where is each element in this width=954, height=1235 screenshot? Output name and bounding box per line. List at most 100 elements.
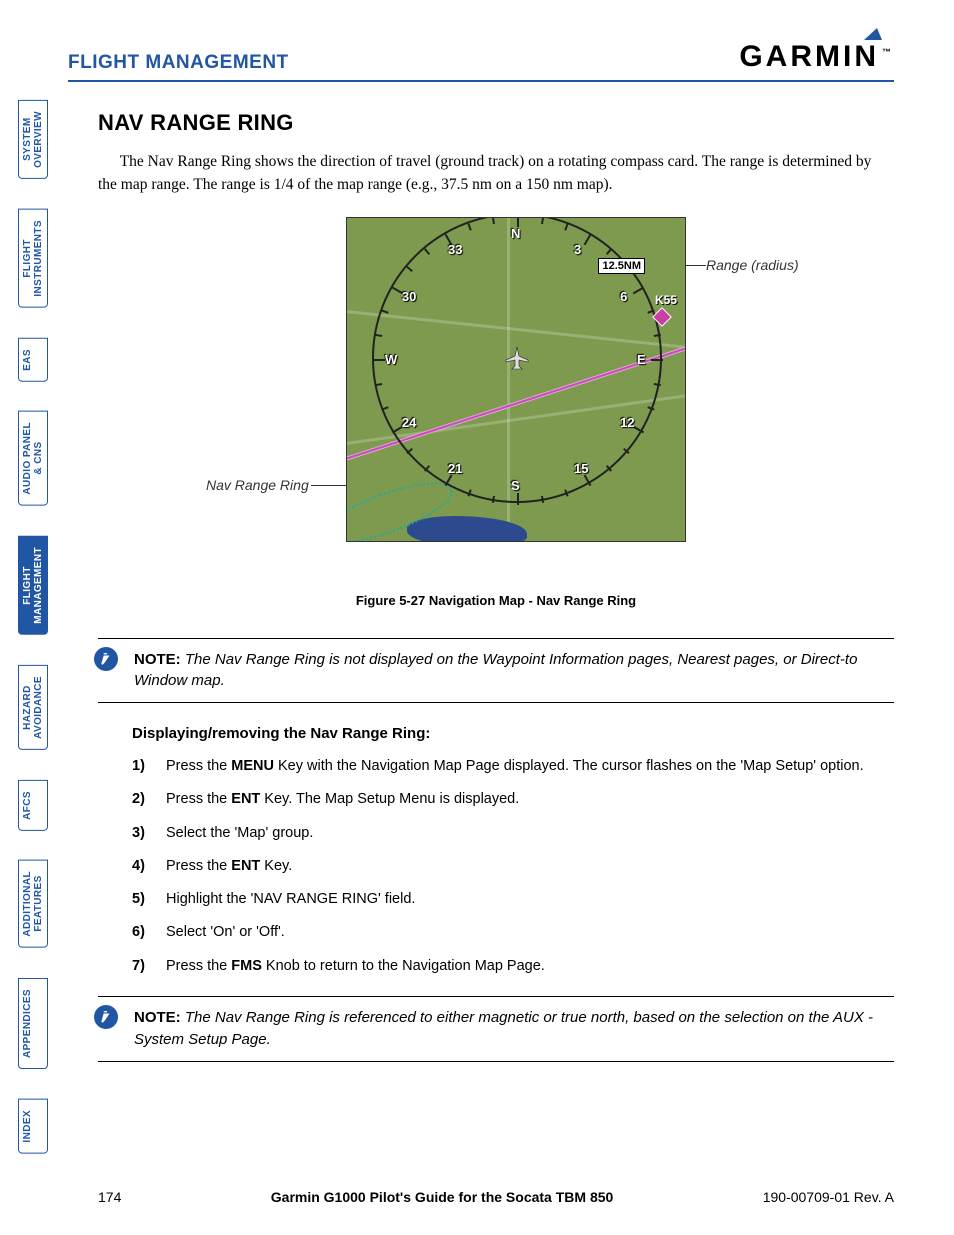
compass-label: W [385,352,397,367]
note-label: NOTE: [134,1009,181,1026]
procedure-step: 5) Highlight the 'NAV RANGE RING' field. [132,889,894,909]
note-1: NOTE: The Nav Range Ring is not displaye… [98,638,894,704]
step-text: Select 'On' or 'Off'. [166,922,285,942]
sidebar-tab[interactable]: INDEX [18,1099,48,1154]
compass-label: S [511,478,520,493]
nav-map: N36E1215S2124W3033 12.5NM K55 [346,217,686,542]
compass-tick [375,333,382,336]
figure-caption: Figure 5-27 Navigation Map - Nav Range R… [98,593,894,608]
compass-tick [647,406,654,410]
logo-triangle-icon [864,28,882,40]
intro-paragraph: The Nav Range Ring shows the direction o… [98,150,894,197]
compass-label: 21 [448,461,462,476]
compass-tick [445,474,453,485]
page-header: FLIGHT MANAGEMENT GARMIN™ [68,40,894,82]
figure-5-27: Nav Range Ring Range (radius) N36E1215S2… [176,217,816,577]
compass-label: 12 [620,415,634,430]
step-number: 6) [132,922,152,942]
compass-tick [373,359,385,361]
compass-tick [564,489,568,496]
step-number: 4) [132,856,152,876]
step-number: 7) [132,956,152,976]
note-icon [94,1005,118,1029]
callout-range-radius: Range (radius) [706,257,799,273]
range-value: 12.5NM [598,258,645,274]
procedure-step: 6) Select 'On' or 'Off'. [132,922,894,942]
compass-tick [584,233,592,244]
compass-tick [424,465,430,472]
sidebar-tab[interactable]: APPENDICES [18,978,48,1069]
compass-label: 33 [448,242,462,257]
compass-tick [467,489,471,496]
brand-name: GARMIN™ [739,40,894,74]
compass-label: 30 [402,289,416,304]
sidebar-tab[interactable]: AUDIO PANEL& CNS [18,411,48,506]
procedure-step: 4) Press the ENT Key. [132,856,894,876]
waypoint-diamond-icon [652,307,672,327]
sidebar-tab[interactable]: ADDITIONALFEATURES [18,860,48,948]
ownship-icon [504,345,530,371]
step-text: Press the MENU Key with the Navigation M… [166,756,864,776]
compass-tick [633,286,644,294]
procedure-step: 1) Press the MENU Key with the Navigation… [132,756,894,776]
compass-tick [406,447,413,453]
compass-tick [541,495,544,502]
step-text: Press the ENT Key. The Map Setup Menu is… [166,789,519,809]
compass-tick [381,309,388,313]
compass-tick [517,493,519,505]
note-icon [94,647,118,671]
compass-tick [606,465,612,472]
compass-tick [406,266,413,272]
page-footer: 174 Garmin G1000 Pilot's Guide for the S… [98,1189,894,1205]
sidebar-tab[interactable]: HAZARDAVOIDANCE [18,665,48,750]
step-text: Press the FMS Knob to return to the Navi… [166,956,545,976]
step-text: Highlight the 'NAV RANGE RING' field. [166,889,415,909]
sidebar-tab[interactable]: AFCS [18,780,48,831]
step-number: 2) [132,789,152,809]
doc-title: Garmin G1000 Pilot's Guide for the Socat… [271,1189,614,1205]
page-number: 174 [98,1189,121,1205]
procedure-step: 3)Select the 'Map' group. [132,823,894,843]
step-text: Press the ENT Key. [166,856,292,876]
compass-tick [647,309,654,313]
compass-tick [492,495,495,502]
compass-label: 15 [574,461,588,476]
compass-tick [541,217,544,224]
compass-tick [492,217,495,224]
compass-label: 6 [620,289,627,304]
section-tabs: SYSTEMOVERVIEW FLIGHTINSTRUMENTS EAS AUDIO … [18,100,48,1154]
step-number: 1) [132,756,152,776]
page-content: NAV RANGE RING The Nav Range Ring shows … [98,110,894,1084]
sidebar-tab[interactable]: EAS [18,338,48,382]
sidebar-tab[interactable]: FLIGHTINSTRUMENTS [18,209,48,308]
procedure-step: 2) Press the ENT Key. The Map Setup Menu … [132,789,894,809]
step-number: 3) [132,823,152,843]
waypoint-id: K55 [655,293,677,307]
compass-tick [654,333,661,336]
compass-tick [381,406,388,410]
note-label: NOTE: [134,651,181,668]
sidebar-tab[interactable]: FLIGHTMANAGEMENT [18,536,48,635]
compass-label: 24 [402,415,416,430]
procedure-steps: 1) Press the MENU Key with the Navigation… [132,756,894,976]
compass-tick [651,359,663,361]
callout-nav-range-ring: Nav Range Ring [206,477,309,493]
compass-tick [623,447,630,453]
waypoint-label: K55 [655,293,677,324]
compass-tick [424,248,430,255]
compass-tick [375,382,382,385]
sidebar-tab[interactable]: SYSTEMOVERVIEW [18,100,48,179]
compass-tick [606,248,612,255]
compass-tick [654,382,661,385]
step-number: 5) [132,889,152,909]
procedure-title: Displaying/removing the Nav Range Ring: [132,725,894,742]
compass-tick [564,223,568,230]
note-text: The Nav Range Ring is referenced to eith… [134,1009,873,1048]
compass-tick [584,474,592,485]
compass-label: 3 [574,242,581,257]
brand-logo: GARMIN™ [739,40,894,74]
compass-label: E [637,352,646,367]
procedure-step: 7) Press the FMS Knob to return to the Na… [132,956,894,976]
doc-revision: 190-00709-01 Rev. A [763,1189,894,1205]
section-header: FLIGHT MANAGEMENT [68,52,289,74]
